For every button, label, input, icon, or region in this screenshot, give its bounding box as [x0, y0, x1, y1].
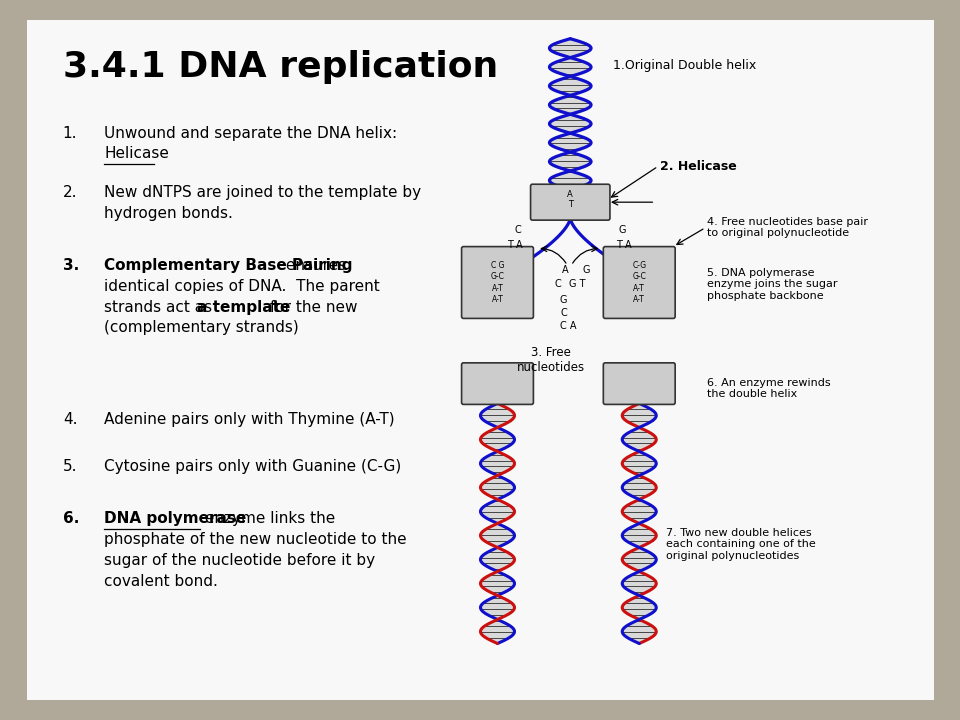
- Text: G-C: G-C: [491, 272, 504, 282]
- Text: G T: G T: [568, 279, 586, 289]
- Text: G: G: [618, 225, 626, 235]
- FancyBboxPatch shape: [24, 17, 937, 703]
- Text: 1.: 1.: [62, 126, 78, 140]
- Text: A-T: A-T: [492, 295, 503, 304]
- Text: 4. Free nucleotides base pair
to original polynucleotide: 4. Free nucleotides base pair to origina…: [708, 217, 868, 238]
- Text: C: C: [555, 279, 562, 289]
- FancyBboxPatch shape: [603, 363, 675, 405]
- Text: strands act as: strands act as: [105, 300, 217, 315]
- Text: T: T: [567, 199, 573, 209]
- Text: T A: T A: [616, 240, 632, 250]
- Text: C-G: C-G: [633, 261, 646, 270]
- Text: A-T: A-T: [634, 295, 645, 304]
- Text: phosphate of the new nucleotide to the: phosphate of the new nucleotide to the: [105, 532, 407, 547]
- Text: C G: C G: [491, 261, 504, 270]
- Text: A: A: [567, 190, 573, 199]
- Text: 3.4.1 DNA replication: 3.4.1 DNA replication: [62, 50, 498, 84]
- Text: 5.: 5.: [62, 459, 78, 474]
- Text: C: C: [515, 225, 521, 235]
- Text: Unwound and separate the DNA helix:: Unwound and separate the DNA helix:: [105, 126, 397, 140]
- Text: (complementary strands): (complementary strands): [105, 320, 300, 336]
- Text: 7. Two new double helices
each containing one of the
original polynucleotides: 7. Two new double helices each containin…: [665, 528, 815, 561]
- Text: 2. Helicase: 2. Helicase: [660, 160, 736, 173]
- Text: ensures: ensures: [281, 258, 347, 273]
- Text: C: C: [561, 307, 567, 318]
- FancyBboxPatch shape: [462, 246, 534, 318]
- Text: 6.: 6.: [62, 511, 79, 526]
- Text: Complementary Base Pairing: Complementary Base Pairing: [105, 258, 353, 273]
- Text: identical copies of DNA.  The parent: identical copies of DNA. The parent: [105, 279, 380, 294]
- Text: 1.Original Double helix: 1.Original Double helix: [612, 58, 756, 72]
- Text: hydrogen bonds.: hydrogen bonds.: [105, 206, 233, 221]
- Text: 4.: 4.: [62, 412, 78, 427]
- Text: Adenine pairs only with Thymine (A-T): Adenine pairs only with Thymine (A-T): [105, 412, 395, 427]
- Text: sugar of the nucleotide before it by: sugar of the nucleotide before it by: [105, 553, 375, 568]
- Text: A: A: [563, 265, 569, 275]
- Text: Cytosine pairs only with Guanine (C-G): Cytosine pairs only with Guanine (C-G): [105, 459, 401, 474]
- Text: A-T: A-T: [492, 284, 503, 292]
- Text: 3. Free
nucleotides: 3. Free nucleotides: [517, 346, 586, 374]
- FancyBboxPatch shape: [462, 363, 534, 405]
- Text: enzyme links the: enzyme links the: [200, 511, 335, 526]
- Text: for the new: for the new: [265, 300, 357, 315]
- Text: G: G: [583, 265, 590, 275]
- Text: 5. DNA polymerase
enzyme joins the sugar
phosphate backbone: 5. DNA polymerase enzyme joins the sugar…: [708, 268, 838, 301]
- Text: T A: T A: [507, 240, 522, 250]
- Text: 3.: 3.: [62, 258, 79, 273]
- Text: 2.: 2.: [62, 185, 78, 200]
- Text: Helicase: Helicase: [105, 146, 169, 161]
- Text: New dNTPS are joined to the template by: New dNTPS are joined to the template by: [105, 185, 421, 200]
- Text: A-T: A-T: [634, 284, 645, 292]
- FancyBboxPatch shape: [603, 246, 675, 318]
- Text: DNA polymerase: DNA polymerase: [105, 511, 247, 526]
- Text: covalent bond.: covalent bond.: [105, 574, 218, 588]
- Text: G-C: G-C: [633, 272, 646, 282]
- Text: a template: a template: [197, 300, 290, 315]
- Text: G: G: [560, 294, 567, 305]
- Text: C A: C A: [560, 321, 577, 331]
- Text: 6. An enzyme rewinds
the double helix: 6. An enzyme rewinds the double helix: [708, 377, 831, 399]
- FancyBboxPatch shape: [531, 184, 610, 220]
